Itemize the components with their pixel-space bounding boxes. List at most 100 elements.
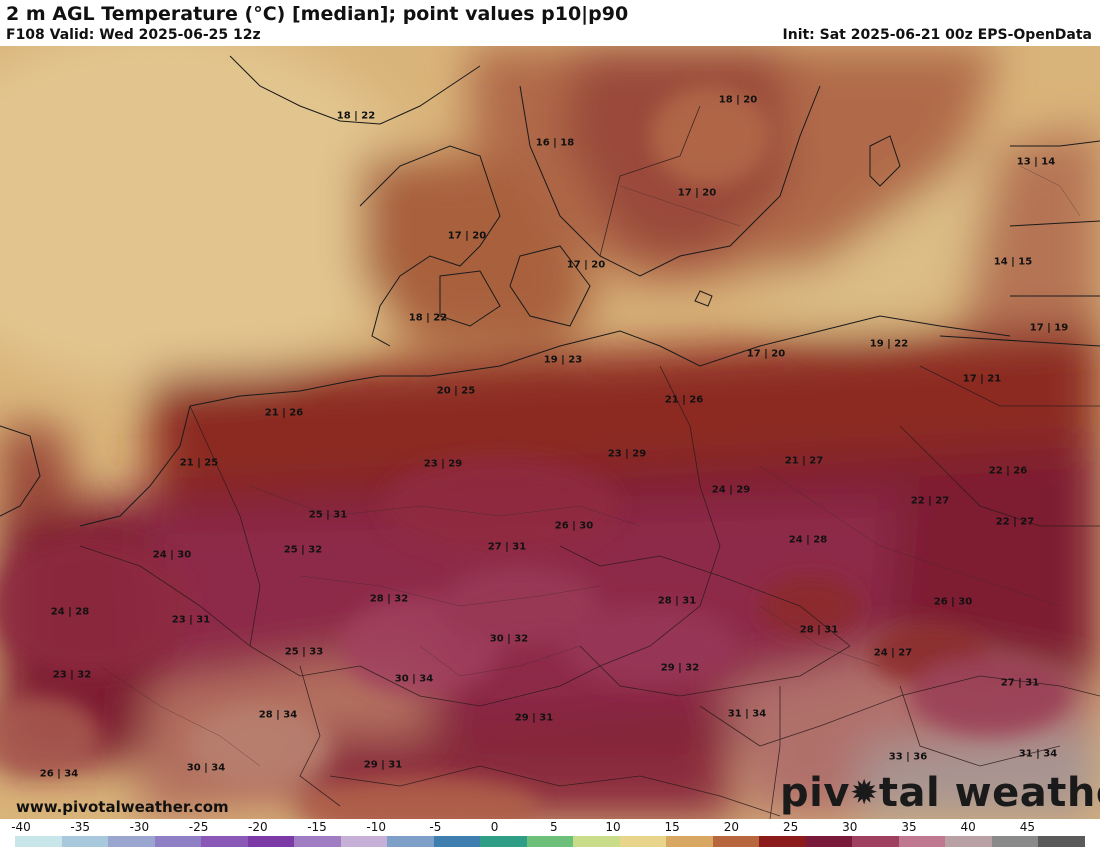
colorbar-tick-label: 0 — [490, 820, 499, 834]
point-value-label: 24 | 28 — [50, 606, 90, 618]
colorbar-segment — [898, 836, 946, 847]
colorbar-segment — [526, 836, 574, 847]
colorbar-tick-label: -40 — [11, 820, 31, 834]
init-time: Init: Sat 2025-06-21 00z EPS-OpenData — [782, 27, 1092, 43]
point-value-label: 25 | 31 — [308, 509, 348, 521]
point-value-label: 18 | 20 — [718, 94, 758, 106]
colorbar-segment — [666, 836, 713, 847]
colorbar-tick-label: 45 — [1019, 820, 1036, 834]
colorbar-segment — [480, 836, 527, 847]
logo-text-left: piv — [780, 770, 850, 816]
point-value-label: 20 | 25 — [436, 385, 476, 397]
colorbar-segment — [201, 836, 248, 847]
colorbar-strip — [15, 836, 1085, 847]
point-value-label: 23 | 31 — [171, 614, 211, 626]
pivotal-weather-logo: piv✹tal weather — [780, 770, 1100, 816]
colorbar-tick-label: 25 — [782, 820, 799, 834]
colorbar-segment — [387, 836, 434, 847]
admin-borders — [99, 165, 1081, 767]
point-value-label: 24 | 27 — [873, 647, 913, 659]
colorbar-segment — [15, 836, 62, 847]
colorbar-tick-label: 40 — [960, 820, 976, 834]
map-title: 2 m AGL Temperature (°C) [median]; point… — [6, 3, 629, 25]
colorbar-segment — [294, 836, 341, 847]
colorbar-tick-label: 35 — [901, 820, 917, 834]
point-value-label: 31 | 34 — [727, 708, 767, 720]
point-value-label: 28 | 34 — [258, 709, 298, 721]
point-value-label: 27 | 31 — [487, 541, 527, 553]
colorbar-segment — [991, 836, 1039, 847]
point-value-label: 14 | 15 — [993, 256, 1033, 268]
colorbar-segment — [1038, 836, 1085, 847]
point-value-label: 17 | 21 — [962, 373, 1002, 385]
point-value-label: 23 | 29 — [607, 448, 647, 460]
point-value-label: 18 | 22 — [336, 110, 376, 122]
colorbar-segment — [61, 836, 109, 847]
colorbar-segment — [805, 836, 853, 847]
point-value-label: 26 | 30 — [933, 596, 973, 608]
colorbar-tick-label: -35 — [70, 820, 90, 834]
point-value-label: 23 | 29 — [423, 458, 463, 470]
colorbar-tick-label: -30 — [129, 820, 150, 834]
colorbar-segment — [712, 836, 760, 847]
point-value-label: 28 | 31 — [657, 595, 697, 607]
coastlines — [0, 55, 1100, 527]
point-value-label: 17 | 20 — [677, 187, 717, 199]
point-value-label: 28 | 31 — [799, 624, 839, 636]
country-borders — [79, 105, 1100, 819]
colorbar: -40 -35 -30 -25 -20 -15 -10 -5 0 5 10 15 20 25 30 35 40 4… — [0, 819, 1100, 850]
valid-time: F108 Valid: Wed 2025-06-25 12z — [6, 27, 261, 43]
colorbar-segment — [108, 836, 155, 847]
colorbar-tick-label: -10 — [366, 820, 386, 834]
colorbar-segment — [433, 836, 481, 847]
colorbar-segment — [247, 836, 295, 847]
colorbar-segment — [852, 836, 899, 847]
point-value-label: 22 | 27 — [995, 516, 1035, 528]
point-value-label: 22 | 26 — [988, 465, 1028, 477]
colorbar-tick-label: 5 — [549, 820, 558, 834]
colorbar-tick-label: 10 — [605, 820, 621, 834]
logo-text-right: tal weather — [878, 770, 1100, 816]
colorbar-tick-label: -20 — [247, 820, 268, 834]
colorbar-segment — [154, 836, 202, 847]
point-value-label: 21 | 26 — [264, 407, 304, 419]
point-value-label: 30 | 34 — [186, 762, 226, 774]
point-value-label: 26 | 34 — [39, 768, 79, 780]
map-canvas — [0, 46, 1100, 819]
point-value-label: 29 | 31 — [363, 759, 403, 771]
point-value-label: 24 | 28 — [788, 534, 828, 546]
point-value-label: 25 | 33 — [284, 646, 324, 658]
point-value-label: 27 | 31 — [1000, 677, 1040, 689]
point-value-label: 25 | 32 — [283, 544, 323, 556]
point-value-label: 21 | 25 — [179, 457, 219, 469]
point-value-label: 22 | 27 — [910, 495, 950, 507]
point-value-label: 29 | 31 — [514, 712, 554, 724]
point-value-label: 17 | 20 — [746, 348, 786, 360]
point-value-label: 21 | 27 — [784, 455, 824, 467]
point-value-label: 30 | 32 — [489, 633, 529, 645]
point-value-label: 18 | 22 — [408, 312, 448, 324]
point-value-label: 29 | 32 — [660, 662, 700, 674]
point-value-label: 17 | 20 — [447, 230, 487, 242]
point-value-label: 13 | 14 — [1016, 156, 1056, 168]
point-value-label: 23 | 32 — [52, 669, 92, 681]
point-value-label: 19 | 22 — [869, 338, 909, 350]
colorbar-tick-label: 20 — [723, 820, 740, 834]
colorbar-segment — [945, 836, 992, 847]
point-value-label: 17 | 19 — [1029, 322, 1069, 334]
colorbar-tick-label: -15 — [307, 820, 327, 834]
point-value-label: 30 | 34 — [394, 673, 434, 685]
colorbar-segment — [340, 836, 388, 847]
colorbar-tick-label: -5 — [429, 820, 442, 834]
point-value-label: 19 | 23 — [543, 354, 583, 366]
point-value-label: 31 | 34 — [1018, 748, 1058, 760]
website-url[interactable]: www.pivotalweather.com — [16, 798, 229, 816]
temperature-map[interactable]: 18 | 22 16 | 18 18 | 20 17 | 20 13 | 14 17 | … — [0, 46, 1100, 819]
colorbar-tick-label: -25 — [188, 820, 209, 834]
colorbar-segment — [759, 836, 806, 847]
point-value-label: 33 | 36 — [888, 751, 928, 763]
colorbar-ticks: -40 -35 -30 -25 -20 -15 -10 -5 0 5 10 15 20 25 30 35 40 4… — [0, 819, 1100, 835]
colorbar-segment — [619, 836, 667, 847]
gear-icon: ✹ — [849, 773, 879, 813]
point-value-label: 24 | 29 — [711, 484, 751, 496]
